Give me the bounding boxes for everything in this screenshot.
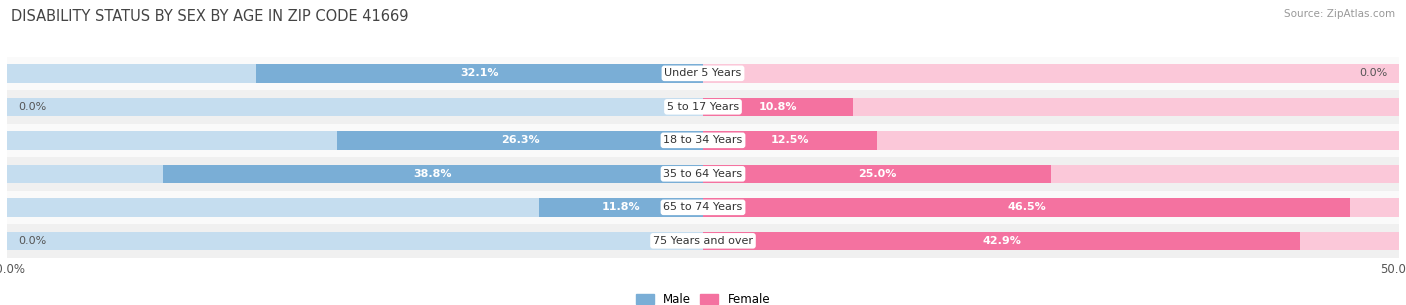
Text: 25.0%: 25.0% (858, 169, 896, 179)
Bar (7, 224, 1399, 258)
Bar (256, 64, 703, 83)
Bar (7, 191, 1399, 224)
Text: 75 Years and over: 75 Years and over (652, 236, 754, 246)
Bar (703, 98, 1399, 116)
Bar (703, 98, 853, 116)
Text: 35 to 64 Years: 35 to 64 Years (664, 169, 742, 179)
Bar (7, 198, 703, 217)
Bar (703, 198, 1399, 217)
Text: 38.8%: 38.8% (413, 169, 453, 179)
Bar (703, 131, 1399, 149)
Bar (7, 157, 1399, 191)
Bar (538, 198, 703, 217)
Text: 5 to 17 Years: 5 to 17 Years (666, 102, 740, 112)
Text: 0.0%: 0.0% (18, 236, 46, 246)
Text: 42.9%: 42.9% (983, 236, 1021, 246)
Text: 18 to 34 Years: 18 to 34 Years (664, 135, 742, 145)
Text: 26.3%: 26.3% (501, 135, 540, 145)
Bar (7, 64, 703, 83)
Bar (703, 231, 1301, 250)
Bar (7, 231, 703, 250)
Text: Under 5 Years: Under 5 Years (665, 68, 741, 78)
Text: 0.0%: 0.0% (1360, 68, 1388, 78)
Text: 0.0%: 0.0% (18, 102, 46, 112)
Bar (7, 90, 1399, 124)
Text: 10.8%: 10.8% (759, 102, 797, 112)
Text: Source: ZipAtlas.com: Source: ZipAtlas.com (1284, 9, 1395, 19)
Bar (337, 131, 703, 149)
Legend: Male, Female: Male, Female (631, 288, 775, 305)
Bar (7, 165, 703, 183)
Bar (703, 131, 877, 149)
Bar (7, 56, 1399, 90)
Text: 65 to 74 Years: 65 to 74 Years (664, 202, 742, 212)
Bar (703, 165, 1399, 183)
Bar (163, 165, 703, 183)
Text: DISABILITY STATUS BY SEX BY AGE IN ZIP CODE 41669: DISABILITY STATUS BY SEX BY AGE IN ZIP C… (11, 9, 409, 24)
Bar (703, 198, 1350, 217)
Bar (7, 131, 703, 149)
Bar (703, 231, 1399, 250)
Text: 32.1%: 32.1% (460, 68, 499, 78)
Text: 11.8%: 11.8% (602, 202, 640, 212)
Bar (7, 124, 1399, 157)
Bar (703, 165, 1052, 183)
Bar (7, 98, 703, 116)
Text: 12.5%: 12.5% (770, 135, 810, 145)
Text: 46.5%: 46.5% (1007, 202, 1046, 212)
Bar (703, 64, 1399, 83)
